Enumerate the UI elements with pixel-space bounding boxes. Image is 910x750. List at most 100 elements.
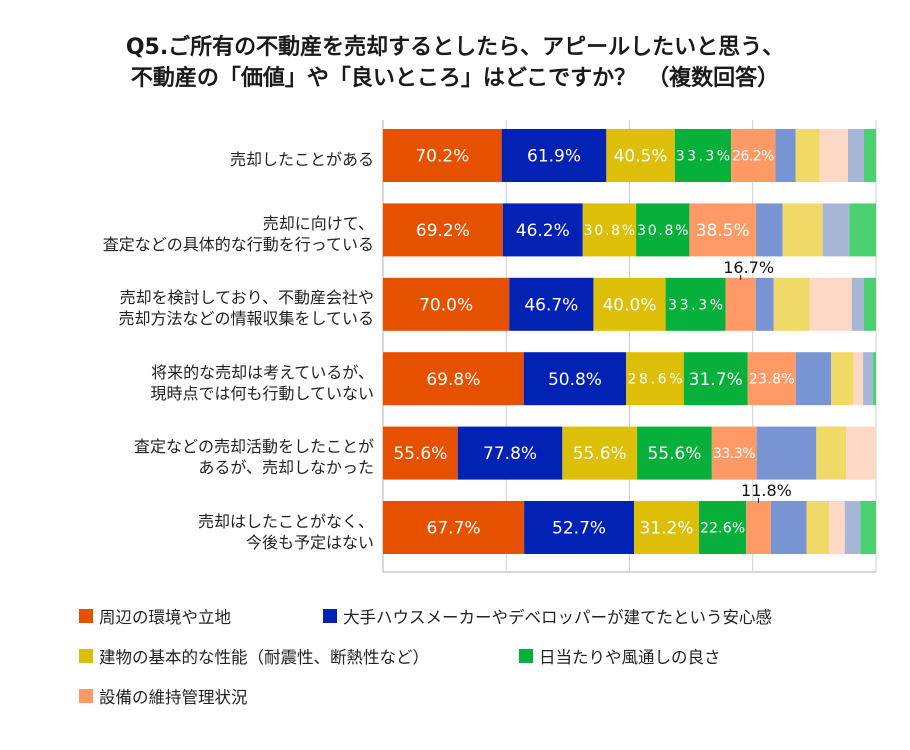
- data-label: 33.3%: [668, 297, 723, 313]
- bar-segment: [849, 203, 876, 257]
- legend-swatch: [323, 609, 337, 623]
- bar-segment: [383, 277, 510, 331]
- data-label: 38.5%: [696, 221, 750, 241]
- data-label: 40.0%: [602, 295, 656, 315]
- bar-segment: [844, 501, 861, 554]
- bar-segment: [633, 501, 700, 554]
- bar-segment: [711, 426, 757, 480]
- bar-segment: [795, 129, 820, 182]
- bar-segment: [863, 129, 876, 182]
- legend-label: 大手ハウスメーカーやデベロッパーが建てたという安心感: [343, 608, 772, 627]
- category-label-line: 査定などの売却活動をしたことが: [133, 437, 374, 457]
- bar-segment: [770, 501, 807, 554]
- category-label-line: 査定などの具体的な行動を行っている: [102, 234, 374, 254]
- bar-segment: [665, 277, 726, 331]
- legend-item: 周辺の環境や立地: [79, 604, 231, 628]
- bar-segment: [806, 501, 830, 554]
- data-label: 46.2%: [516, 221, 570, 241]
- data-label: 22.6%: [700, 521, 745, 537]
- bar-segment: [699, 501, 747, 554]
- data-label: 26.2%: [732, 149, 774, 165]
- bar-segment: [872, 352, 876, 406]
- legend-swatch: [79, 689, 93, 703]
- bar-segment: [636, 203, 690, 257]
- chart-title-line-1: Q5.ご所有の不動産を売却するとしたら、アピールしたいと思う、: [125, 35, 785, 60]
- category-label: 売却したことがある: [230, 149, 374, 170]
- bar-segment: [782, 203, 823, 257]
- category-label-line: 売却を検討しており、不動産会社や: [119, 288, 374, 308]
- bar-segment: [863, 277, 876, 331]
- data-label: 69.2%: [416, 221, 470, 241]
- bar-segment: [689, 203, 757, 257]
- data-label-external: 16.7%: [723, 258, 774, 277]
- data-label: 50.8%: [548, 370, 602, 390]
- category-label: 売却に向けて、 査定などの具体的な行動を行っている: [103, 213, 374, 255]
- bar-segment: [383, 203, 503, 257]
- bar-segment: [457, 426, 563, 480]
- bar-segment: [674, 129, 732, 182]
- bar-segment: [831, 352, 854, 406]
- data-label: 67.7%: [427, 519, 481, 539]
- category-label: 売却はしたことがなく、 今後も予定はない: [198, 511, 374, 553]
- data-label: 31.2%: [639, 519, 693, 539]
- data-label: 30.8%: [637, 223, 688, 239]
- data-label: 69.8%: [426, 370, 480, 390]
- legend-label: 建物の基本的な性能（耐震性、断熱性など）: [99, 648, 429, 667]
- bar-segment: [846, 426, 876, 480]
- bar-segment: [383, 352, 524, 406]
- chart-title-line-2: 不動産の「価値」や「良いところ」はどこですか？ （複数回答）: [130, 66, 780, 91]
- data-label: 55.6%: [647, 444, 701, 464]
- data-label: 23.8%: [749, 372, 795, 388]
- bar-segment: [593, 277, 666, 331]
- category-label-line: 売却方法などの情報収集をしている: [118, 309, 374, 329]
- bar-segment: [562, 426, 638, 480]
- legend-item: 設備の維持管理状況: [79, 684, 248, 708]
- data-label: 77.8%: [483, 444, 537, 464]
- bar-segment: [637, 426, 712, 480]
- category-label: 売却を検討しており、不動産会社や 売却方法などの情報収集をしている: [118, 287, 374, 329]
- legend-item: 日当たりや風通しの良さ: [519, 644, 721, 668]
- bar-segment: [683, 352, 748, 406]
- data-label: 52.7%: [552, 519, 606, 539]
- category-label-line: 今後も予定はない: [245, 532, 374, 552]
- legend-label: 設備の維持管理状況: [99, 688, 248, 707]
- data-label: 33.3%: [676, 149, 730, 165]
- bar-segment: [606, 129, 675, 182]
- bar-segment: [582, 203, 637, 257]
- bar-segment: [747, 352, 796, 406]
- bar-segment: [383, 426, 458, 480]
- bar-segment: [524, 501, 634, 554]
- bar-segment: [851, 277, 864, 331]
- chart-title: Q5.ご所有の不動産を売却するとしたら、アピールしたいと思う、 不動産の「価値」…: [0, 32, 910, 94]
- bar-segment: [773, 277, 810, 331]
- data-label: 55.6%: [573, 444, 627, 464]
- bar-segment: [626, 352, 684, 406]
- legend-label: 周辺の環境や立地: [99, 608, 231, 627]
- category-label-line: 将来的な売却は考えているが、: [151, 362, 374, 382]
- data-label: 46.7%: [524, 295, 578, 315]
- bar-segment: [756, 203, 783, 257]
- bar-segment: [755, 277, 774, 331]
- data-label: 40.5%: [614, 147, 668, 167]
- bar-segment: [822, 203, 850, 257]
- bar-segment: [746, 501, 771, 554]
- category-label-line: あるが、売却しなかった: [198, 458, 374, 478]
- data-label: 28.6%: [628, 372, 683, 388]
- bar-segment: [816, 426, 847, 480]
- data-label: 33.3%: [713, 446, 756, 462]
- bar-segment: [756, 426, 817, 480]
- data-label: 31.7%: [689, 370, 743, 390]
- data-label: 30.8%: [584, 223, 635, 239]
- category-label: 査定などの売却活動をしたことが あるが、売却しなかった: [134, 436, 374, 478]
- category-label: 将来的な売却は考えているが、 現時点では何も行動していない: [150, 362, 374, 404]
- bar-segment: [775, 129, 796, 182]
- bar-segment: [383, 129, 502, 182]
- legend-swatch: [79, 609, 93, 623]
- data-label: 70.0%: [419, 295, 473, 315]
- data-label: 55.6%: [393, 444, 447, 464]
- data-label-external: 11.8%: [741, 481, 792, 500]
- legend-swatch: [79, 649, 93, 663]
- legend-label: 日当たりや風通しの良さ: [539, 648, 721, 667]
- bar-segment: [383, 501, 525, 554]
